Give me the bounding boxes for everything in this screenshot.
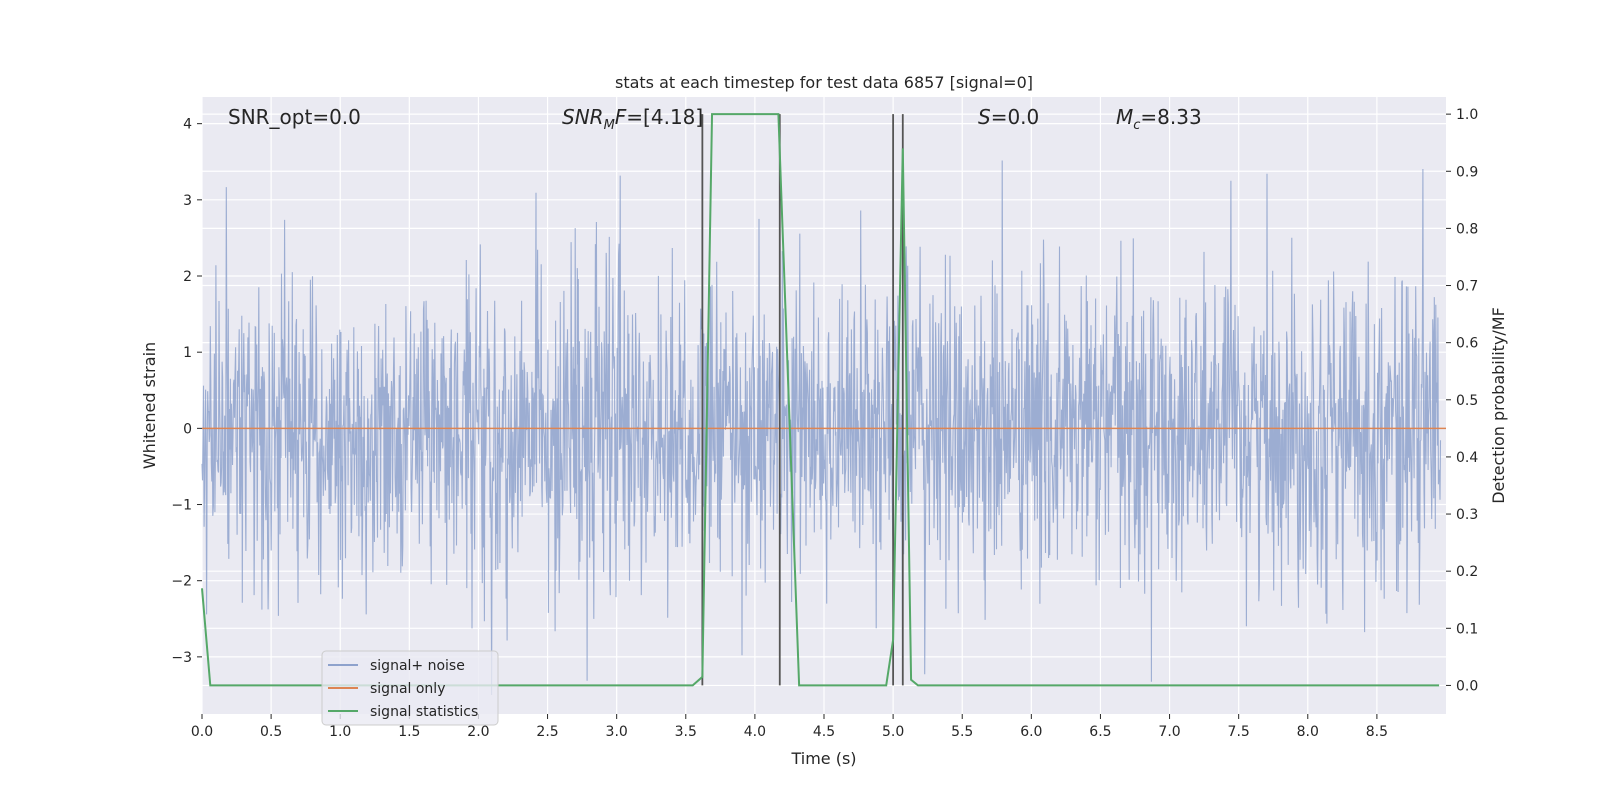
y-axis-label-right: Detection probability/MF [1489,307,1508,504]
y-tick-label-left: 4 [183,117,192,133]
x-tick-label: 1.5 [398,724,420,740]
annotation-mc: Mc=8.33 [1116,105,1202,133]
series-signal-plus-noise [201,160,1442,696]
annotation-s: S=0.0 [978,105,1039,129]
s-symbol: S [978,105,991,129]
annotation-snr-mf: SNRMF=[4.18] [562,105,703,133]
y-tick-label-right: 0.9 [1456,164,1478,180]
y-tick-label-left: 1 [183,345,192,361]
y-tick-label-right: 0.0 [1456,678,1478,694]
snr-mf-symbol: SNR [562,105,604,129]
x-tick-label: 5.5 [951,724,973,740]
line-signal-plus-noise [201,160,1442,696]
y-tick-label-left: −3 [171,650,192,666]
legend: signal+ noise signal only signal statist… [321,650,499,726]
x-tick-label: 3.5 [675,724,697,740]
mc-subscript: c [1133,118,1140,133]
legend-label-signal-only: signal only [370,681,445,697]
chart-title: stats at each timestep for test data 685… [615,73,1033,92]
x-tick-label: 3.0 [606,724,628,740]
snr-mf-f: F [615,105,627,129]
x-tick-label: 0.5 [260,724,282,740]
y-axis-label-left: Whitened strain [140,342,159,469]
y-tick-label-right: 0.3 [1456,507,1478,523]
y-tick-label-left: 3 [183,193,192,209]
y-tick-label-right: 0.1 [1456,621,1478,637]
axes: 0.0 0.5 1.0 1.5 2.0 2.5 3.0 3.5 4.0 4.5 5.0 5.5 6.0 6… [171,107,1478,740]
x-tick-label: 2.5 [536,724,558,740]
mc-symbol: M [1116,105,1133,129]
legend-box [321,650,499,726]
snr-mf-subscript: M [604,118,615,133]
y-tick-label-right: 0.7 [1456,279,1478,295]
legend-label-signal-statistics: signal statistics [370,704,478,720]
s-value: =0.0 [991,105,1040,129]
y-tick-label-right: 0.5 [1456,393,1478,409]
x-tick-label: 2.0 [467,724,489,740]
legend-label-signal-noise: signal+ noise [370,658,465,674]
y-tick-label-right: 1.0 [1456,107,1478,123]
y-tick-label-right: 0.2 [1456,564,1478,580]
y-tick-label-left: −2 [171,574,192,590]
x-tick-label: 8.0 [1297,724,1319,740]
y-tick-label-left: 2 [183,269,192,285]
annotation-snr-opt: SNR_opt=0.0 [228,105,361,129]
x-tick-label: 4.5 [813,724,835,740]
x-tick-label: 6.0 [1020,724,1042,740]
y-tick-label-right: 0.8 [1456,221,1478,237]
y-tick-label-left: 0 [183,421,192,437]
x-tick-label: 7.0 [1158,724,1180,740]
snr-mf-value: =[4.18] [626,105,703,129]
x-tick-label: 8.5 [1366,724,1388,740]
x-tick-label: 6.5 [1089,724,1111,740]
x-tick-label: 0.0 [191,724,213,740]
x-tick-label: 5.0 [882,724,904,740]
y-tick-label-right: 0.4 [1456,450,1478,466]
x-tick-label: 4.0 [744,724,766,740]
x-tick-label: 1.0 [329,724,351,740]
mc-value: =8.33 [1140,105,1201,129]
y-tick-label-right: 0.6 [1456,336,1478,352]
x-axis-label: Time (s) [790,749,856,768]
x-tick-label: 7.5 [1228,724,1250,740]
y-tick-label-left: −1 [171,498,192,514]
